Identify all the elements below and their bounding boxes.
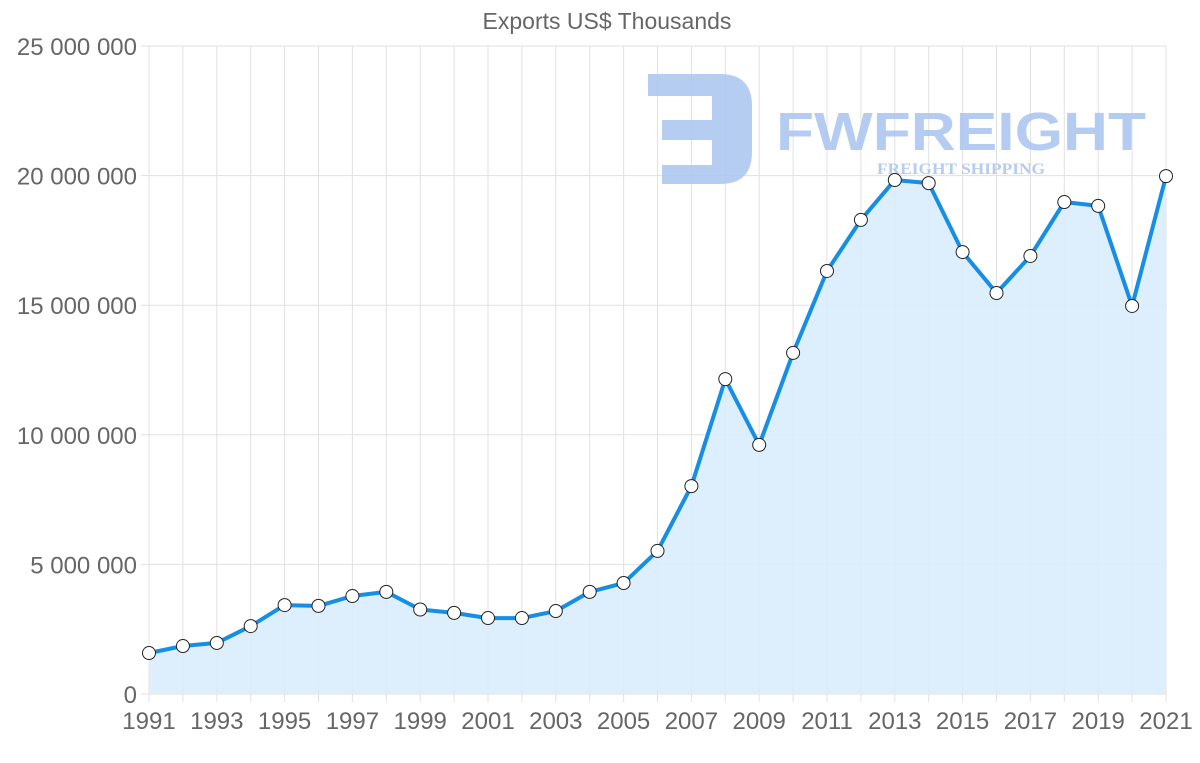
watermark-tagline: FREIGHT SHIPPING: [877, 161, 1046, 178]
data-point-2003[interactable]: [548, 604, 563, 619]
x-tick-label: 2007: [665, 708, 718, 735]
data-point-2018[interactable]: [1057, 195, 1072, 210]
x-tick-label: 1995: [258, 708, 311, 735]
x-tick-label: 2015: [936, 708, 989, 735]
data-point-2015[interactable]: [955, 245, 970, 260]
data-point-2020[interactable]: [1125, 298, 1140, 313]
data-point-2008[interactable]: [718, 372, 733, 387]
x-tick-label: 1993: [190, 708, 243, 735]
data-point-2021[interactable]: [1159, 169, 1173, 184]
data-point-2002[interactable]: [514, 611, 529, 626]
data-point-2001[interactable]: [481, 611, 495, 626]
data-point-2014[interactable]: [921, 176, 936, 191]
x-tick-label: 2013: [868, 708, 921, 735]
data-point-2010[interactable]: [786, 345, 801, 360]
area-fill: [149, 176, 1166, 695]
x-tick-label: 1997: [326, 708, 379, 735]
y-axis-ticks: 0 5 000 000 10 000 000 15 000 000 20 000 000…: [17, 34, 137, 709]
fwfreight-logo-icon: [648, 74, 752, 184]
watermark-brand: FWFREIGHT: [776, 102, 1146, 162]
data-point-1991[interactable]: [142, 646, 156, 661]
data-point-1994[interactable]: [243, 619, 258, 634]
data-point-2016[interactable]: [989, 286, 1004, 301]
data-point-1992[interactable]: [175, 639, 190, 654]
data-point-1998[interactable]: [379, 584, 394, 599]
data-point-1997[interactable]: [345, 589, 360, 604]
y-tick-label: 5 000 000: [30, 552, 137, 579]
data-point-2019[interactable]: [1091, 198, 1106, 213]
y-tick-label: 15 000 000: [17, 293, 137, 320]
data-point-2017[interactable]: [1023, 248, 1038, 263]
y-tick-label: 25 000 000: [17, 34, 137, 61]
data-point-2012[interactable]: [853, 212, 868, 227]
data-point-2007[interactable]: [684, 479, 699, 494]
data-point-2005[interactable]: [616, 576, 631, 591]
x-tick-label: 1999: [394, 708, 447, 735]
data-point-2004[interactable]: [582, 584, 597, 599]
x-tick-label: 2003: [529, 708, 582, 735]
x-tick-label: 2021: [1139, 708, 1192, 735]
x-tick-label: 2011: [801, 708, 853, 735]
y-tick-label: 10 000 000: [17, 423, 137, 450]
data-point-1993[interactable]: [209, 635, 224, 650]
x-tick-label: 2005: [597, 708, 650, 735]
x-tick-label: 2017: [1004, 708, 1057, 735]
data-point-2009[interactable]: [752, 437, 767, 452]
y-tick-label: 20 000 000: [17, 164, 137, 191]
data-point-2011[interactable]: [820, 263, 834, 278]
data-point-2013[interactable]: [887, 173, 902, 188]
data-point-1999[interactable]: [413, 602, 428, 617]
data-point-1996[interactable]: [311, 598, 326, 613]
y-tick-label: 0: [124, 682, 137, 709]
fwfreight-watermark: FWFREIGHT FREIGHT SHIPPING: [648, 74, 1146, 184]
chart-title: Exports US$ Thousands: [482, 8, 732, 34]
data-point-2006[interactable]: [650, 543, 665, 558]
x-tick-label: 1991: [122, 708, 175, 735]
data-points: [142, 169, 1173, 661]
x-tick-label: 2019: [1072, 708, 1125, 735]
x-axis-ticks: 1991 1993 1995 1997 1999 2001 2003 2005 2007 2009…: [122, 708, 1192, 735]
x-tick-label: 2009: [733, 708, 786, 735]
x-tick-label: 2001: [461, 708, 514, 735]
data-point-2000[interactable]: [447, 605, 462, 620]
data-point-1995[interactable]: [277, 598, 292, 613]
